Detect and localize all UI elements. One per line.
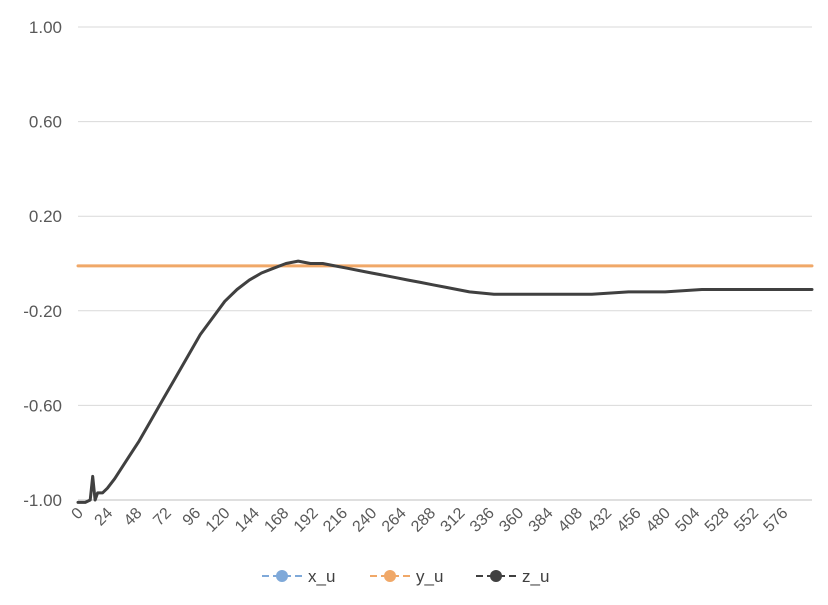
x-tick-label: 48: [121, 505, 146, 530]
legend-item-y-u: y_u: [370, 567, 443, 586]
legend-marker-z-u: [490, 570, 502, 582]
gridlines: [78, 26, 812, 406]
x-tick-label: 312: [438, 505, 469, 536]
x-tick-label: 264: [379, 505, 410, 536]
y-tick-label: -1.00: [23, 491, 62, 510]
legend-marker-x-u: [276, 570, 288, 582]
x-tick-label: 144: [232, 505, 263, 536]
x-tick-label: 336: [467, 505, 498, 536]
x-tick-label: 480: [643, 505, 674, 536]
y-tick-label: 0.60: [29, 113, 62, 132]
x-tick-label: 288: [408, 505, 439, 536]
x-tick-label: 360: [496, 505, 527, 536]
x-tick-label: 408: [555, 505, 586, 536]
series-line-z-u: [76, 259, 814, 504]
y-tick-label: 1.00: [29, 18, 62, 37]
y-tick-label: -0.20: [23, 302, 62, 321]
x-tick-label: 192: [291, 505, 322, 536]
x-tick-label: 576: [761, 505, 792, 536]
x-tick-label: 456: [614, 505, 645, 536]
x-tick-label: 384: [526, 505, 557, 536]
x-tick-label: 120: [203, 505, 234, 536]
x-tick-label: 72: [150, 505, 175, 530]
y-tick-label: 0.20: [29, 207, 62, 226]
x-tick-label: 216: [320, 505, 351, 536]
x-tick-label: 504: [672, 505, 703, 536]
legend-label-z-u: z_u: [522, 567, 549, 586]
legend-label-x-u: x_u: [308, 567, 335, 586]
y-axis-tick-labels: 1.00 0.60 0.20 -0.20 -0.60 -1.00: [23, 18, 62, 510]
x-tick-label: 432: [584, 505, 615, 536]
y-tick-label: -0.60: [23, 396, 62, 415]
legend-marker-y-u: [384, 570, 396, 582]
series-lines: [76, 259, 814, 504]
legend: x_u y_u z_u: [262, 567, 549, 586]
x-tick-label: 240: [350, 505, 381, 536]
x-tick-label: 528: [702, 505, 733, 536]
x-tick-label: 24: [92, 505, 117, 530]
x-tick-label: 168: [261, 505, 292, 536]
x-axis-tick-labels: 0 24 48 72 961201441681922162402642883123363…: [69, 505, 792, 536]
x-tick-label: 96: [180, 505, 205, 530]
legend-item-z-u: z_u: [476, 567, 549, 586]
x-tick-label: 552: [731, 505, 762, 536]
legend-item-x-u: x_u: [262, 567, 335, 586]
x-tick-label: 0: [69, 505, 87, 523]
legend-label-y-u: y_u: [416, 567, 443, 586]
